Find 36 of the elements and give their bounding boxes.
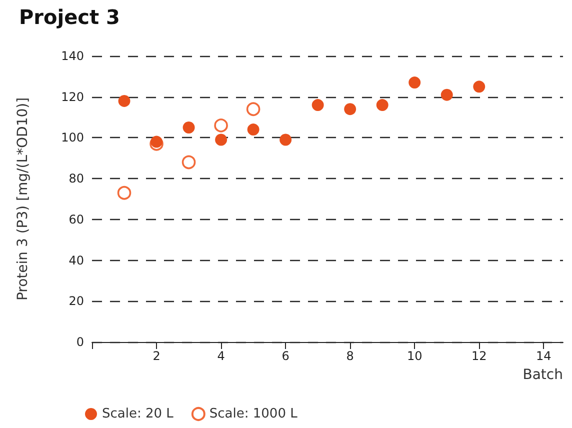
point: [182, 122, 195, 134]
chart-title: Project 3: [19, 5, 120, 29]
point: [312, 99, 324, 112]
point: [150, 136, 163, 148]
x-tick-label: 4: [217, 349, 225, 363]
y-tick-label: 40: [68, 253, 84, 268]
y-tick-label: 140: [61, 49, 84, 63]
point: [473, 80, 486, 93]
y-tick-label: 100: [61, 130, 84, 145]
x-tick-label: 14: [536, 349, 552, 363]
x-tick-label: 6: [282, 349, 290, 363]
point: [215, 134, 228, 146]
point: [118, 94, 130, 107]
point: [117, 186, 132, 200]
x-tick-label: 8: [346, 349, 354, 363]
point: [376, 99, 388, 112]
point: [246, 102, 260, 116]
point: [440, 88, 453, 101]
point: [247, 124, 260, 136]
x-tick-label: 12: [471, 349, 487, 363]
y-tick-label: 120: [61, 90, 84, 104]
legend-label: Scale: 1000 L: [209, 406, 298, 422]
y-tick-label: 20: [68, 294, 84, 308]
y-tick-label: 60: [68, 212, 84, 226]
y-axis-title: Protein 3 (P3) [mg/(L*OD10)]: [15, 97, 31, 301]
point: [182, 155, 196, 170]
point: [344, 103, 356, 116]
legend-label: Scale: 20 L: [102, 406, 174, 422]
x-tick-label: 10: [406, 349, 422, 363]
y-tick-label: 80: [68, 172, 84, 186]
x-axis-title: Batch: [522, 367, 563, 383]
x-tick-label: 2: [152, 349, 160, 363]
y-tick-label: 0: [76, 335, 84, 349]
point: [408, 76, 421, 89]
point: [280, 134, 292, 146]
point: [214, 118, 228, 132]
